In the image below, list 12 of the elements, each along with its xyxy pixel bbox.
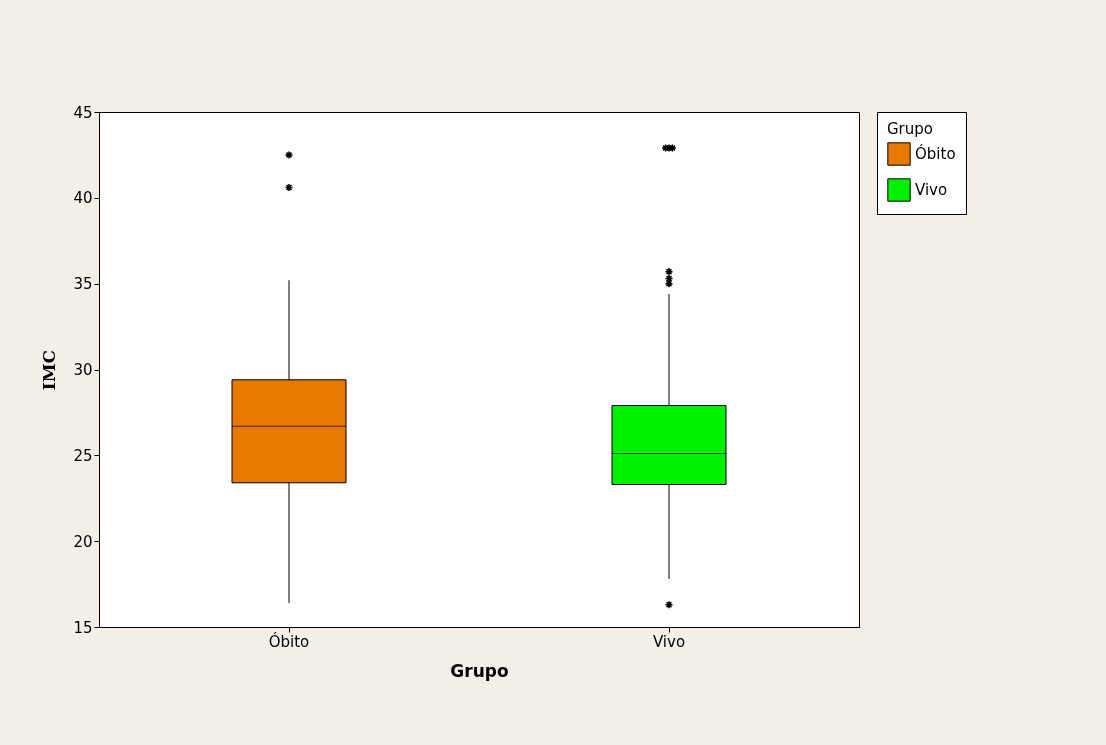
y-tick-label: 25 xyxy=(73,446,93,465)
legend-label: Óbito xyxy=(915,144,956,163)
y-tick-label: 30 xyxy=(73,361,93,379)
legend-title: Grupo xyxy=(887,120,933,138)
y-axis-title: IMC xyxy=(39,349,60,391)
y-tick-label: 35 xyxy=(73,275,93,294)
legend-label: Vivo xyxy=(915,181,948,199)
x-axis-title: Grupo xyxy=(450,660,509,681)
y-tick-label: 15 xyxy=(73,618,93,637)
y-tick-label: 45 xyxy=(73,103,93,122)
y-tick-label: 40 xyxy=(73,189,93,208)
y-tick-label: 20 xyxy=(73,532,93,551)
